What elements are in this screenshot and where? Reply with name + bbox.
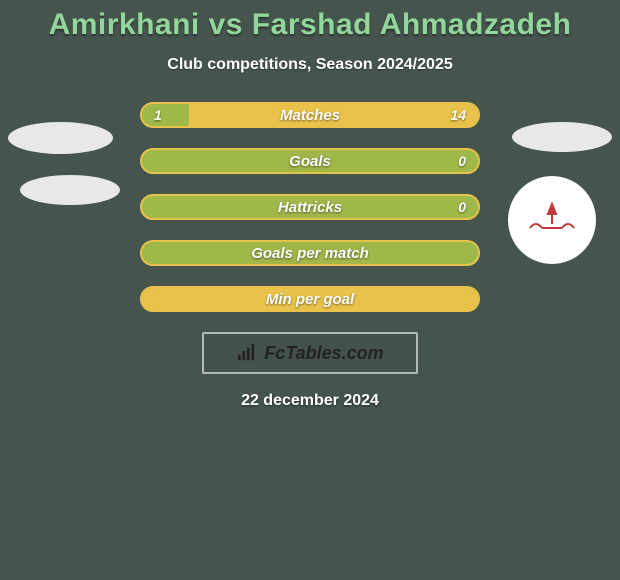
branding-logo-icon [236,344,258,362]
stat-bar-right-value: 0 [458,196,466,218]
date-text: 22 december 2024 [0,392,620,410]
stat-bar: Matches1 14 [140,102,480,128]
player-left-avatar-1 [8,122,113,154]
stat-bar: Goals per match [140,240,480,266]
stat-bar-left-value: 1 [154,104,162,126]
player-left-avatar-2 [20,175,120,205]
club-crest-icon [522,198,582,242]
stats-container: Matches114Goals0Hattricks0Goals per matc… [140,102,480,312]
stat-bar: Hattricks0 [140,194,480,220]
branding-box: FcTables.com [202,332,418,374]
stat-bar-label: Min per goal [142,288,478,310]
stat-bar: Goals0 [140,148,480,174]
stat-bar-label: Goals per match [142,242,478,264]
stat-bar: Min per goal [140,286,480,312]
player-right-avatar-1 [512,122,612,152]
page-title: Amirkhani vs Farshad Ahmadzadeh [0,0,620,42]
stat-bar-label: Hattricks [142,196,478,218]
stat-bar-label: Goals [142,150,478,172]
subtitle: Club competitions, Season 2024/2025 [0,56,620,74]
stat-bar-right-value: 0 [458,150,466,172]
branding-text: FcTables.com [264,343,383,364]
stat-bar-label: Matches [142,104,478,126]
stat-bar-right-value: 14 [450,104,466,126]
player-right-club-badge [508,176,596,264]
